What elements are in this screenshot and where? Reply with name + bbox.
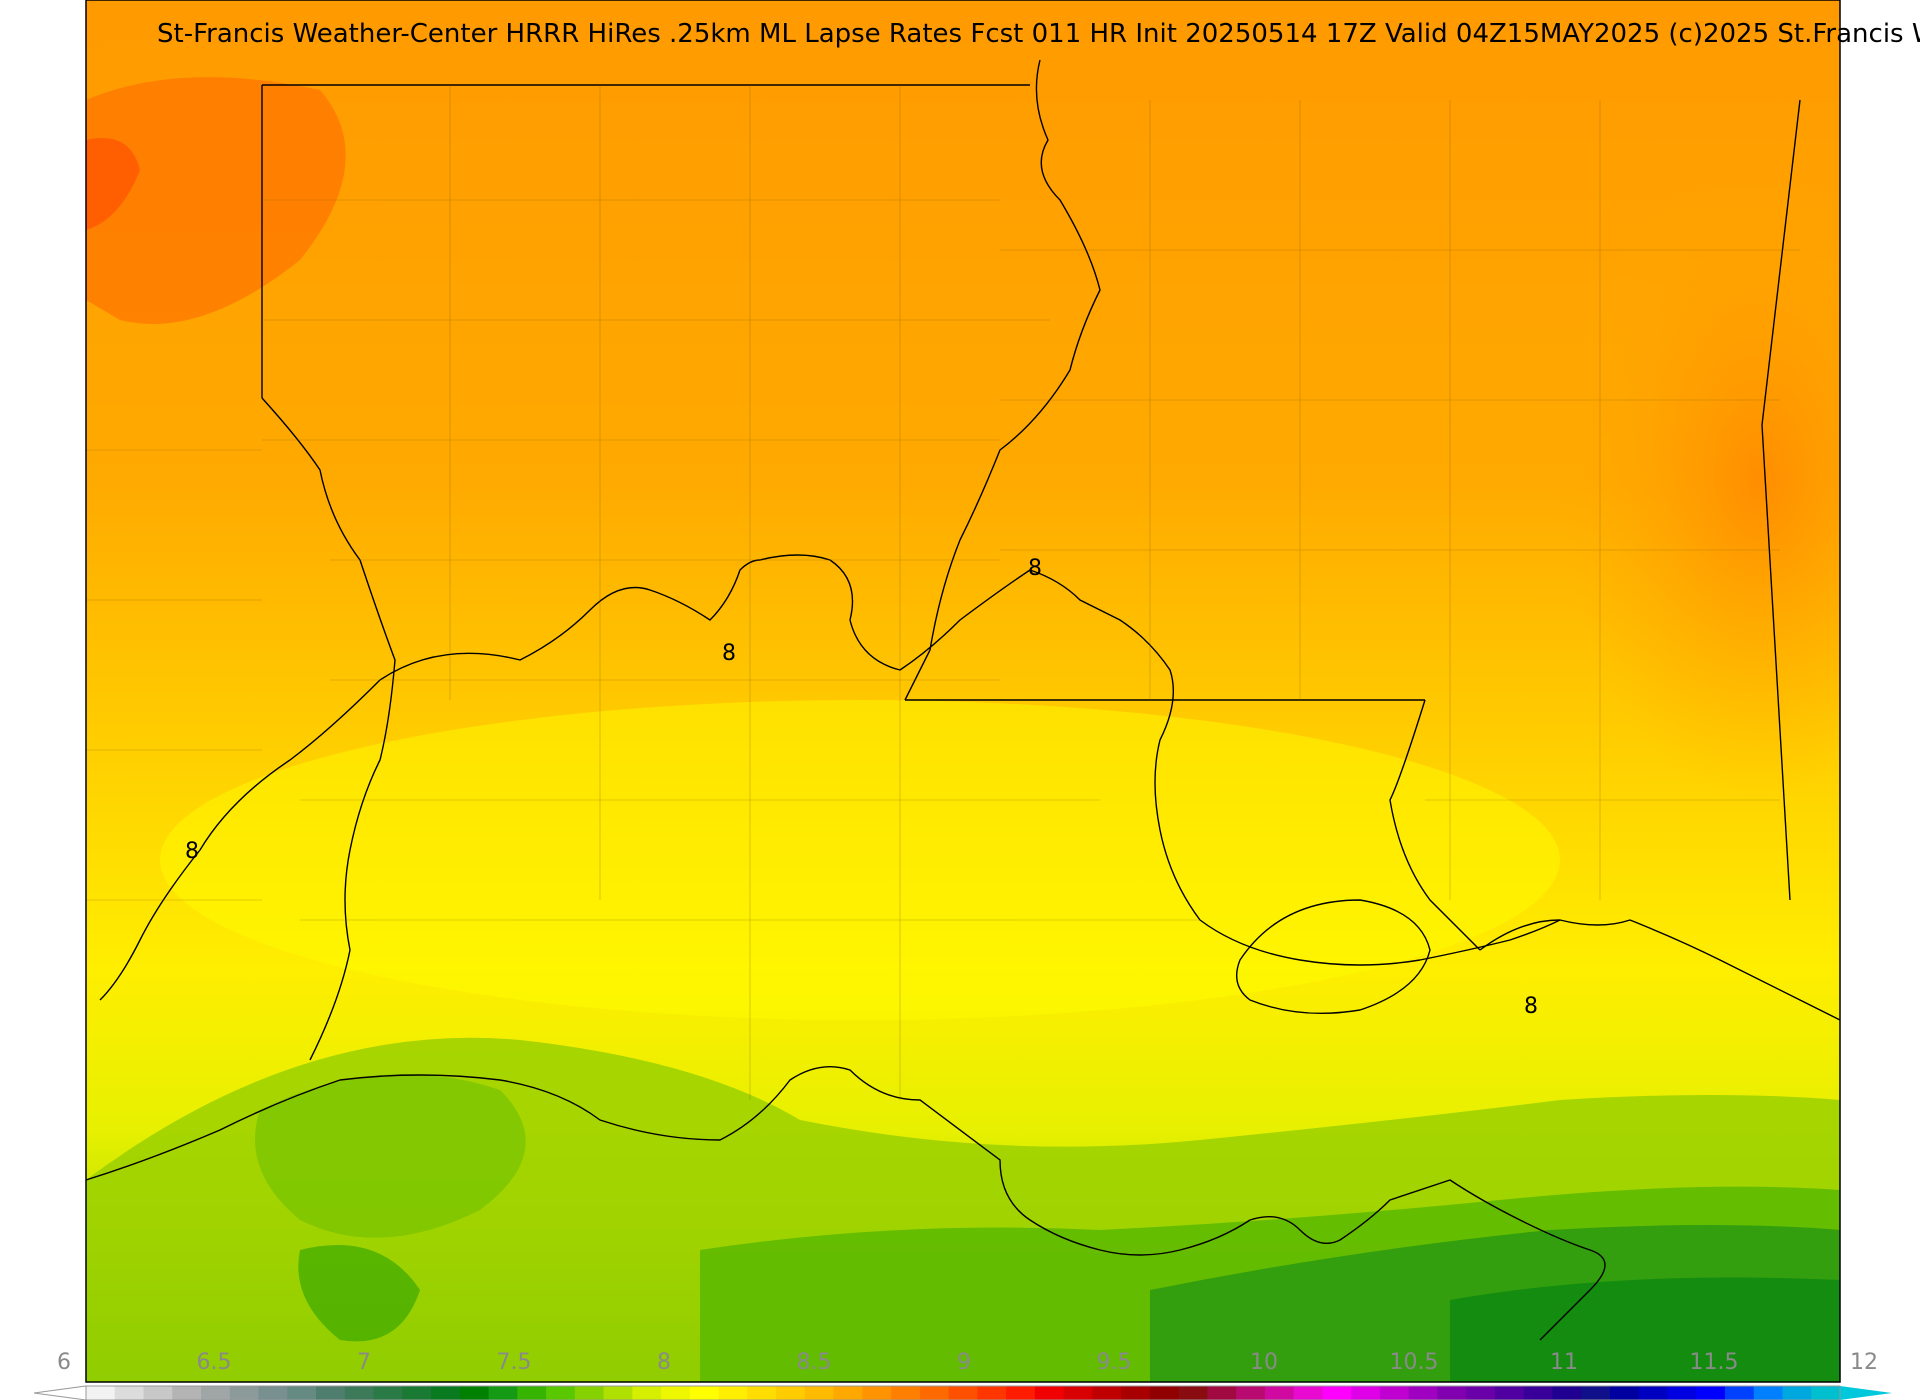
colorbar-swatch — [1638, 1386, 1669, 1400]
colorbar-swatch — [1523, 1386, 1554, 1400]
colorbar-swatch — [344, 1386, 375, 1400]
colorbar-swatch — [316, 1386, 346, 1400]
colorbar-swatch — [747, 1386, 777, 1400]
colorbar-swatch — [833, 1386, 863, 1400]
contour-label: 8 — [1524, 994, 1538, 1019]
map-frame — [85, 0, 1841, 1383]
colorbar-tick-label: 6 — [57, 1350, 71, 1375]
colorbar-swatch — [1178, 1386, 1209, 1400]
colorbar-underflow — [33, 1385, 87, 1400]
colorbar-swatch — [1293, 1386, 1324, 1400]
colorbar-tick-label: 10.5 — [1390, 1350, 1439, 1375]
colorbar-swatch — [776, 1386, 806, 1400]
colorbar-swatch — [488, 1386, 518, 1400]
colorbar: 6 6.5 7 7.5 8 8.5 9 9.5 10 10.5 11 11.5 12 — [33, 1350, 1892, 1400]
colorbar-swatch — [1092, 1386, 1122, 1400]
colorbar-swatch — [1264, 1386, 1295, 1400]
colorbar-swatch — [431, 1386, 461, 1400]
colorbar-tick-label: 7.5 — [497, 1350, 532, 1375]
colorbar-swatch — [1552, 1386, 1582, 1400]
contour-label: 8 — [185, 839, 199, 864]
colorbar-tick-label: 11.5 — [1690, 1350, 1739, 1375]
colorbar-swatch — [143, 1386, 173, 1400]
colorbar-swatch — [201, 1386, 231, 1400]
colorbar-tick-label: 9 — [957, 1350, 971, 1375]
colorbar-swatch — [1581, 1386, 1611, 1400]
colorbar-swatch — [718, 1386, 748, 1400]
colorbar-swatch — [86, 1386, 116, 1400]
colorbar-swatch — [1121, 1386, 1151, 1400]
colorbar-tick-label: 6.5 — [197, 1350, 232, 1375]
colorbar-swatch — [1006, 1386, 1036, 1400]
colorbar-swatch — [172, 1386, 202, 1400]
colorbar-swatch — [1034, 1386, 1065, 1400]
colorbar-swatch — [948, 1386, 978, 1400]
colorbar-swatch — [1379, 1386, 1410, 1400]
colorbar-swatch — [804, 1386, 835, 1400]
colorbar-swatch — [1466, 1386, 1496, 1400]
colorbar-swatch — [1696, 1386, 1726, 1400]
colorbar-swatch — [862, 1386, 892, 1400]
colorbar-tick-label: 10 — [1250, 1350, 1278, 1375]
colorbar-swatch — [689, 1386, 720, 1400]
boundaries — [86, 59, 1840, 1341]
colorbar-swatch — [114, 1386, 145, 1400]
colorbar-swatch — [546, 1386, 576, 1400]
colorbar-swatch — [1149, 1386, 1180, 1400]
colorbar-tick-label: 7 — [357, 1350, 371, 1375]
colorbar-swatch — [1207, 1386, 1237, 1400]
colorbar-swatch — [1724, 1386, 1755, 1400]
colorbar-swatch — [258, 1386, 288, 1400]
colorbar-swatch — [1753, 1386, 1784, 1400]
colorbar-swatch — [373, 1386, 403, 1400]
colorbar-swatch — [1322, 1386, 1352, 1400]
colorbar-tick-label: 12 — [1850, 1350, 1878, 1375]
colorbar-swatch — [1667, 1386, 1697, 1400]
colorbar-swatch — [459, 1386, 490, 1400]
colorbar-frame — [85, 1385, 1841, 1400]
colorbar-swatch — [1609, 1386, 1640, 1400]
colorbar-overflow — [1840, 1386, 1892, 1400]
contour-label: 8 — [1028, 556, 1042, 581]
colorbar-tick-label: 11 — [1550, 1350, 1578, 1375]
colorbar-swatch — [1437, 1386, 1467, 1400]
colorbar-swatch — [402, 1386, 432, 1400]
colorbar-swatch — [632, 1386, 662, 1400]
colorbar-swatch — [287, 1386, 317, 1400]
colorbar-swatch — [1408, 1386, 1439, 1400]
map-title: St-Francis Weather-Center HRRR HiRes .25… — [157, 19, 1920, 49]
colorbar-tick-label: 8 — [657, 1350, 671, 1375]
colorbar-swatch — [1811, 1386, 1841, 1400]
colorbar-swatch — [919, 1386, 950, 1400]
colorbar-tick-label: 9.5 — [1097, 1350, 1132, 1375]
contour-8 — [379, 554, 1561, 966]
colorbar-swatch — [1236, 1386, 1266, 1400]
colorbar-swatch — [1351, 1386, 1381, 1400]
colorbar-swatch — [891, 1386, 921, 1400]
colorbar-swatch — [574, 1386, 605, 1400]
contour-label: 8 — [722, 641, 736, 666]
colorbar-tick-label: 8.5 — [797, 1350, 832, 1375]
colorbar-swatch — [661, 1386, 691, 1400]
colorbar-swatch — [1063, 1386, 1093, 1400]
state-line-east — [1761, 99, 1801, 901]
colorbar-swatch — [229, 1386, 260, 1400]
colorbar-swatch — [517, 1386, 547, 1400]
colorbar-swatch — [1782, 1386, 1812, 1400]
colorbar-swatch — [1494, 1386, 1525, 1400]
colorbar-swatch — [977, 1386, 1007, 1400]
colorbar-swatch — [603, 1386, 633, 1400]
